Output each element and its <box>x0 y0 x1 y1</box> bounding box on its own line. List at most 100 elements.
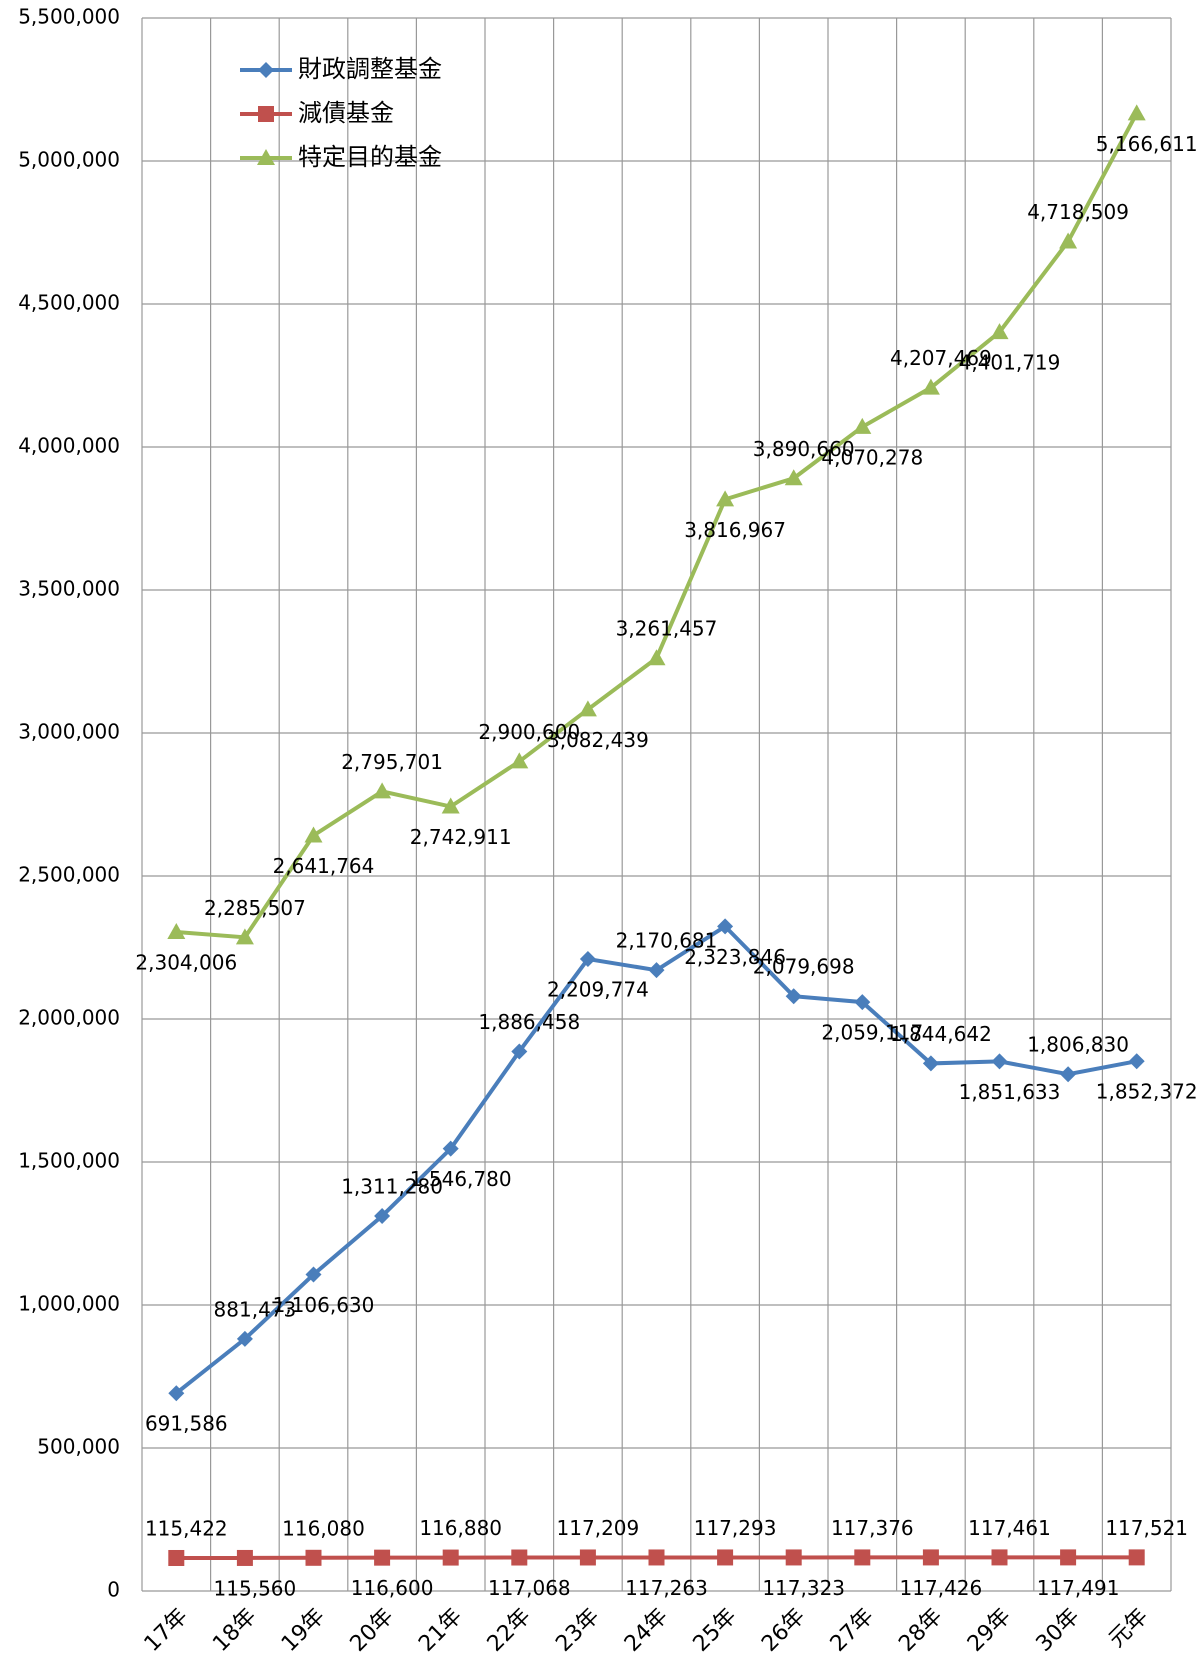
data-label: 4,401,719 <box>959 351 1061 375</box>
x-tick-label: 20年 <box>346 1604 399 1657</box>
point <box>236 1549 253 1566</box>
point <box>511 1043 528 1060</box>
point <box>442 1140 459 1157</box>
y-tick-label: 2,500,000 <box>18 863 120 887</box>
y-tick-label: 4,500,000 <box>18 291 120 315</box>
x-tick-label: 17年 <box>140 1604 193 1657</box>
data-label: 3,261,457 <box>616 617 718 641</box>
point <box>374 1207 391 1224</box>
point <box>647 649 666 666</box>
point <box>305 1266 322 1283</box>
point <box>578 700 597 717</box>
point <box>1060 1549 1077 1566</box>
data-label: 2,059,117 <box>821 1021 923 1045</box>
y-tick-label: 1,000,000 <box>18 1292 120 1316</box>
point <box>304 826 323 843</box>
data-label: 116,080 <box>282 1516 365 1540</box>
data-label: 117,461 <box>968 1516 1051 1540</box>
point <box>785 988 802 1005</box>
data-label: 2,304,006 <box>135 951 237 975</box>
point <box>854 994 871 1011</box>
x-tick-label: 27年 <box>826 1604 879 1657</box>
point <box>922 1055 939 1072</box>
line <box>176 112 1139 940</box>
point <box>510 752 529 769</box>
data-label: 117,426 <box>900 1576 983 1600</box>
data-label: 2,170,681 <box>616 929 718 953</box>
data-label: 117,263 <box>625 1576 708 1600</box>
point <box>373 782 392 799</box>
data-label: 117,068 <box>488 1576 571 1600</box>
point <box>716 490 735 507</box>
data-label: 3,816,967 <box>684 518 786 542</box>
data-label: 2,079,698 <box>753 955 855 979</box>
x-tick-label: 19年 <box>277 1604 330 1657</box>
x-tick-label: 元年 <box>1104 1604 1153 1653</box>
data-label: 116,880 <box>419 1516 502 1540</box>
y-tick-label: 3,500,000 <box>18 577 120 601</box>
data-label: 115,422 <box>145 1516 228 1540</box>
y-tick-label: 500,000 <box>37 1435 120 1459</box>
legend-label: 財政調整基金 <box>298 55 442 83</box>
data-label: 1,852,372 <box>1096 1080 1198 1104</box>
point <box>441 797 460 814</box>
data-label: 881,473 <box>214 1297 297 1321</box>
point <box>922 1549 939 1566</box>
point <box>442 1549 459 1566</box>
point <box>1128 1053 1145 1070</box>
legend-label: 減債基金 <box>298 99 394 127</box>
point <box>374 1549 391 1566</box>
data-label: 2,323,846 <box>684 945 786 969</box>
x-tick-label: 24年 <box>620 1604 673 1657</box>
data-label: 1,106,630 <box>273 1293 375 1317</box>
data-label: 117,376 <box>831 1516 914 1540</box>
y-tick-label: 3,000,000 <box>18 720 120 744</box>
point <box>167 923 186 940</box>
point <box>236 1330 253 1347</box>
x-tick-label: 18年 <box>208 1604 261 1657</box>
point <box>1059 232 1078 249</box>
data-label: 117,491 <box>1037 1576 1120 1600</box>
point <box>1128 1549 1145 1566</box>
point <box>854 1549 871 1566</box>
data-label: 5,166,611 <box>1096 132 1198 156</box>
point <box>784 469 803 486</box>
x-tick-label: 30年 <box>1032 1604 1085 1657</box>
data-label: 1,311,280 <box>341 1174 443 1198</box>
point <box>990 323 1009 340</box>
point <box>853 417 872 434</box>
data-label: 3,082,439 <box>547 728 649 752</box>
data-label: 115,560 <box>214 1576 297 1600</box>
x-tick-label: 28年 <box>894 1604 947 1657</box>
line <box>175 923 1138 1395</box>
point <box>258 106 274 122</box>
point <box>991 1549 1008 1566</box>
point <box>258 62 274 78</box>
data-label: 2,795,701 <box>341 750 443 774</box>
data-label: 2,641,764 <box>273 854 375 878</box>
x-tick-label: 23年 <box>551 1604 604 1657</box>
point <box>168 1385 185 1402</box>
point <box>717 918 734 935</box>
y-tick-label: 5,000,000 <box>18 148 120 172</box>
point <box>1060 1066 1077 1083</box>
data-label: 4,718,509 <box>1027 200 1129 224</box>
point <box>579 951 596 968</box>
data-label: 117,521 <box>1105 1516 1188 1540</box>
data-label: 2,285,507 <box>204 896 306 920</box>
y-tick-label: 1,500,000 <box>18 1149 120 1173</box>
point <box>168 1549 185 1566</box>
data-label: 4,070,278 <box>821 445 923 469</box>
data-label: 2,742,911 <box>410 825 512 849</box>
y-tick-label: 5,500,000 <box>18 5 120 29</box>
point <box>648 962 665 979</box>
data-label: 4,207,469 <box>890 346 992 370</box>
point <box>921 378 940 395</box>
point <box>257 149 275 165</box>
point <box>648 1549 665 1566</box>
point <box>717 1549 734 1566</box>
data-label: 1,886,458 <box>478 1010 580 1034</box>
point <box>991 1053 1008 1070</box>
point <box>511 1549 528 1566</box>
